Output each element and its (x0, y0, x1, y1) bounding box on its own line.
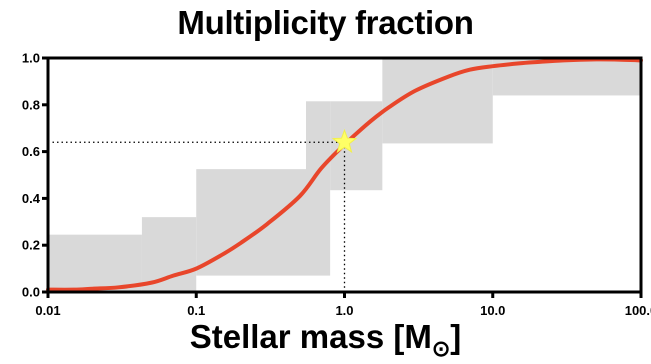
sun-marker (331, 128, 358, 154)
x-tick-label-1: 0.1 (187, 303, 205, 318)
x-tick-label-2: 1.0 (335, 303, 353, 318)
y-tick-label-1: 0.2 (22, 238, 40, 253)
x-axis-label-subscript: ⊙ (431, 336, 451, 361)
y-tick-label-4: 0.8 (22, 97, 40, 112)
y-tick-label-0: 0.0 (22, 285, 40, 300)
uncertainty-band (48, 58, 641, 292)
y-tick-label-5: 1.0 (22, 51, 40, 66)
band-bin-4 (330, 101, 383, 191)
band-bin-1 (141, 217, 197, 292)
axes: 0.0 0.2 0.4 0.6 0.8 1.0 0.01 0.1 1.0 10.0 100.0 (22, 51, 651, 319)
band-bin-0 (48, 234, 142, 292)
x-tick-label-4: 100.0 (625, 303, 651, 318)
y-tick-label-2: 0.4 (22, 191, 41, 206)
y-tick-label-3: 0.6 (22, 144, 40, 159)
x-axis-label-text: Stellar mass [M (189, 318, 432, 355)
x-axis-label: Stellar mass [M⊙] (0, 318, 651, 362)
x-tick-label-0: 0.01 (35, 303, 60, 318)
x-tick-label-3: 10.0 (480, 303, 505, 318)
star-marker (331, 128, 358, 154)
chart-title: Multiplicity fraction (177, 4, 474, 41)
band-bin-3 (306, 101, 331, 276)
x-axis-label-suffix: ] (450, 318, 462, 355)
